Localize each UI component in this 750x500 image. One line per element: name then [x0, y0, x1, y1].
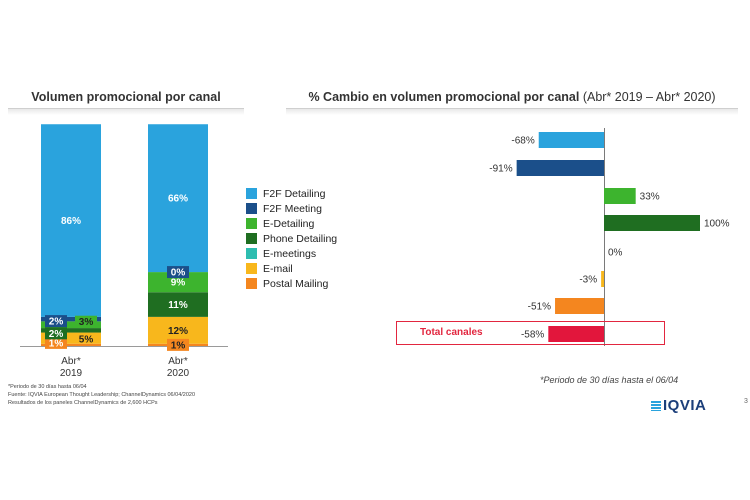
stacked-bar-segment-f2f-detailing: [148, 124, 208, 273]
data-label-backdrop: [167, 338, 189, 351]
data-label-backdrop: [167, 266, 189, 279]
stacked-data-label: 9%: [171, 278, 186, 289]
left-title-divider: [8, 108, 244, 115]
legend-label: F2F Meeting: [263, 202, 322, 215]
data-label-backdrop: [75, 315, 97, 328]
x-tick-label: Abr*: [168, 356, 188, 367]
change-data-label: 0%: [608, 248, 623, 259]
legend-item-e-meetings: E-meetings: [246, 246, 337, 261]
stacked-data-label: 2%: [49, 329, 64, 340]
change-bar-postal-mailing: [555, 298, 604, 314]
legend-item-phone-detailing: Phone Detailing: [246, 231, 337, 246]
stacked-bar-segment-phone-detailing: [41, 328, 101, 333]
footnote-left: *Periodo de 30 días hasta 06/04 Fuente: …: [8, 383, 195, 407]
legend-item-f2f-detailing: F2F Detailing: [246, 186, 337, 201]
stacked-data-label: 2%: [49, 317, 64, 328]
legend-swatch: [246, 263, 257, 274]
change-data-label: 33%: [640, 192, 660, 203]
data-label-backdrop: [45, 336, 67, 349]
change-data-label: -51%: [528, 302, 551, 313]
change-bar-total-canales: [548, 326, 604, 342]
right-title-divider: [286, 108, 738, 115]
logo-mark-icon: [651, 400, 661, 411]
legend-label: E-meetings: [263, 247, 317, 260]
footnote-right: *Periodo de 30 días hasta el 06/04: [540, 375, 679, 385]
stacked-bar-segment-f2f-meeting: [41, 316, 101, 322]
left-chart-title: Volumen promocional por canal: [31, 90, 221, 104]
footnote-line: *Periodo de 30 días hasta 06/04: [8, 384, 87, 390]
legend-label: E-Detailing: [263, 217, 315, 230]
x-tick-label: Abr*: [61, 356, 81, 367]
legend-swatch: [246, 233, 257, 244]
change-bar-e-mail: [601, 271, 604, 287]
stacked-data-label: 1%: [171, 340, 186, 351]
total-channels-label: Total canales: [420, 327, 483, 338]
footnote-line: Fuente: IQVIA European Thought Leadershi…: [8, 392, 196, 398]
legend: F2F Detailing F2F Meeting E-Detailing Phone…: [246, 186, 337, 291]
x-tick-label: 2020: [167, 368, 190, 379]
stacked-bar-segment-e-mail: [41, 332, 101, 344]
change-bar-f2f-meeting: [516, 160, 604, 176]
change-bar-e-detailing: [604, 188, 636, 204]
legend-item-f2f-meeting: F2F Meeting: [246, 201, 337, 216]
page-number: 3: [744, 398, 748, 405]
change-data-label: -58%: [521, 330, 544, 341]
logo-text: IQVIA: [663, 397, 707, 414]
stacked-data-label: 12%: [168, 326, 188, 337]
legend-label: E-mail: [263, 262, 293, 275]
stacked-data-label: 11%: [168, 300, 188, 311]
stacked-bar-segment-e-detailing: [148, 272, 208, 293]
stacked-data-label: 5%: [79, 335, 94, 346]
stacked-bar-segment-phone-detailing: [148, 292, 208, 317]
legend-item-e-mail: E-mail: [246, 261, 337, 276]
legend-swatch: [246, 248, 257, 259]
iqvia-logo: IQVIA: [651, 397, 706, 414]
change-bar-phone-detailing: [604, 215, 700, 231]
legend-item-postal-mailing: Postal Mailing: [246, 276, 337, 291]
stacked-bar-segment-f2f-detailing: [41, 124, 101, 317]
right-title-period: (Abr* 2019 – Abr* 2020): [579, 90, 716, 104]
legend-swatch: [246, 278, 257, 289]
right-title-main: % Cambio en volumen promocional por cana…: [308, 90, 580, 104]
footnote-line: Resultados de los paneles ChannelDynamic…: [8, 400, 158, 406]
legend-swatch: [246, 218, 257, 229]
change-data-label: -3%: [579, 275, 597, 286]
data-label-backdrop: [45, 315, 67, 328]
stacked-data-label: 0%: [171, 268, 186, 279]
stacked-bar-segment-postal-mailing: [41, 343, 101, 346]
legend-item-e-detailing: E-Detailing: [246, 216, 337, 231]
legend-label: F2F Detailing: [263, 187, 326, 200]
right-chart-title: % Cambio en volumen promocional por cana…: [286, 90, 738, 104]
stacked-data-label: 66%: [168, 194, 188, 205]
change-data-label: -91%: [489, 164, 512, 175]
stacked-data-label: 86%: [61, 216, 81, 227]
x-tick-label: 2019: [60, 368, 83, 379]
legend-label: Phone Detailing: [263, 232, 338, 245]
total-highlight-box: [396, 321, 665, 345]
change-data-label: 100%: [704, 219, 730, 230]
stacked-data-label: 3%: [79, 317, 94, 328]
legend-swatch: [246, 203, 257, 214]
stacked-data-label: 1%: [49, 338, 64, 349]
legend-label: Postal Mailing: [263, 277, 329, 290]
data-label-backdrop: [45, 327, 67, 340]
legend-swatch: [246, 188, 257, 199]
change-bar-f2f-detailing: [538, 132, 604, 148]
stacked-bar-segment-e-detailing: [41, 321, 101, 329]
change-data-label: -68%: [511, 136, 534, 147]
